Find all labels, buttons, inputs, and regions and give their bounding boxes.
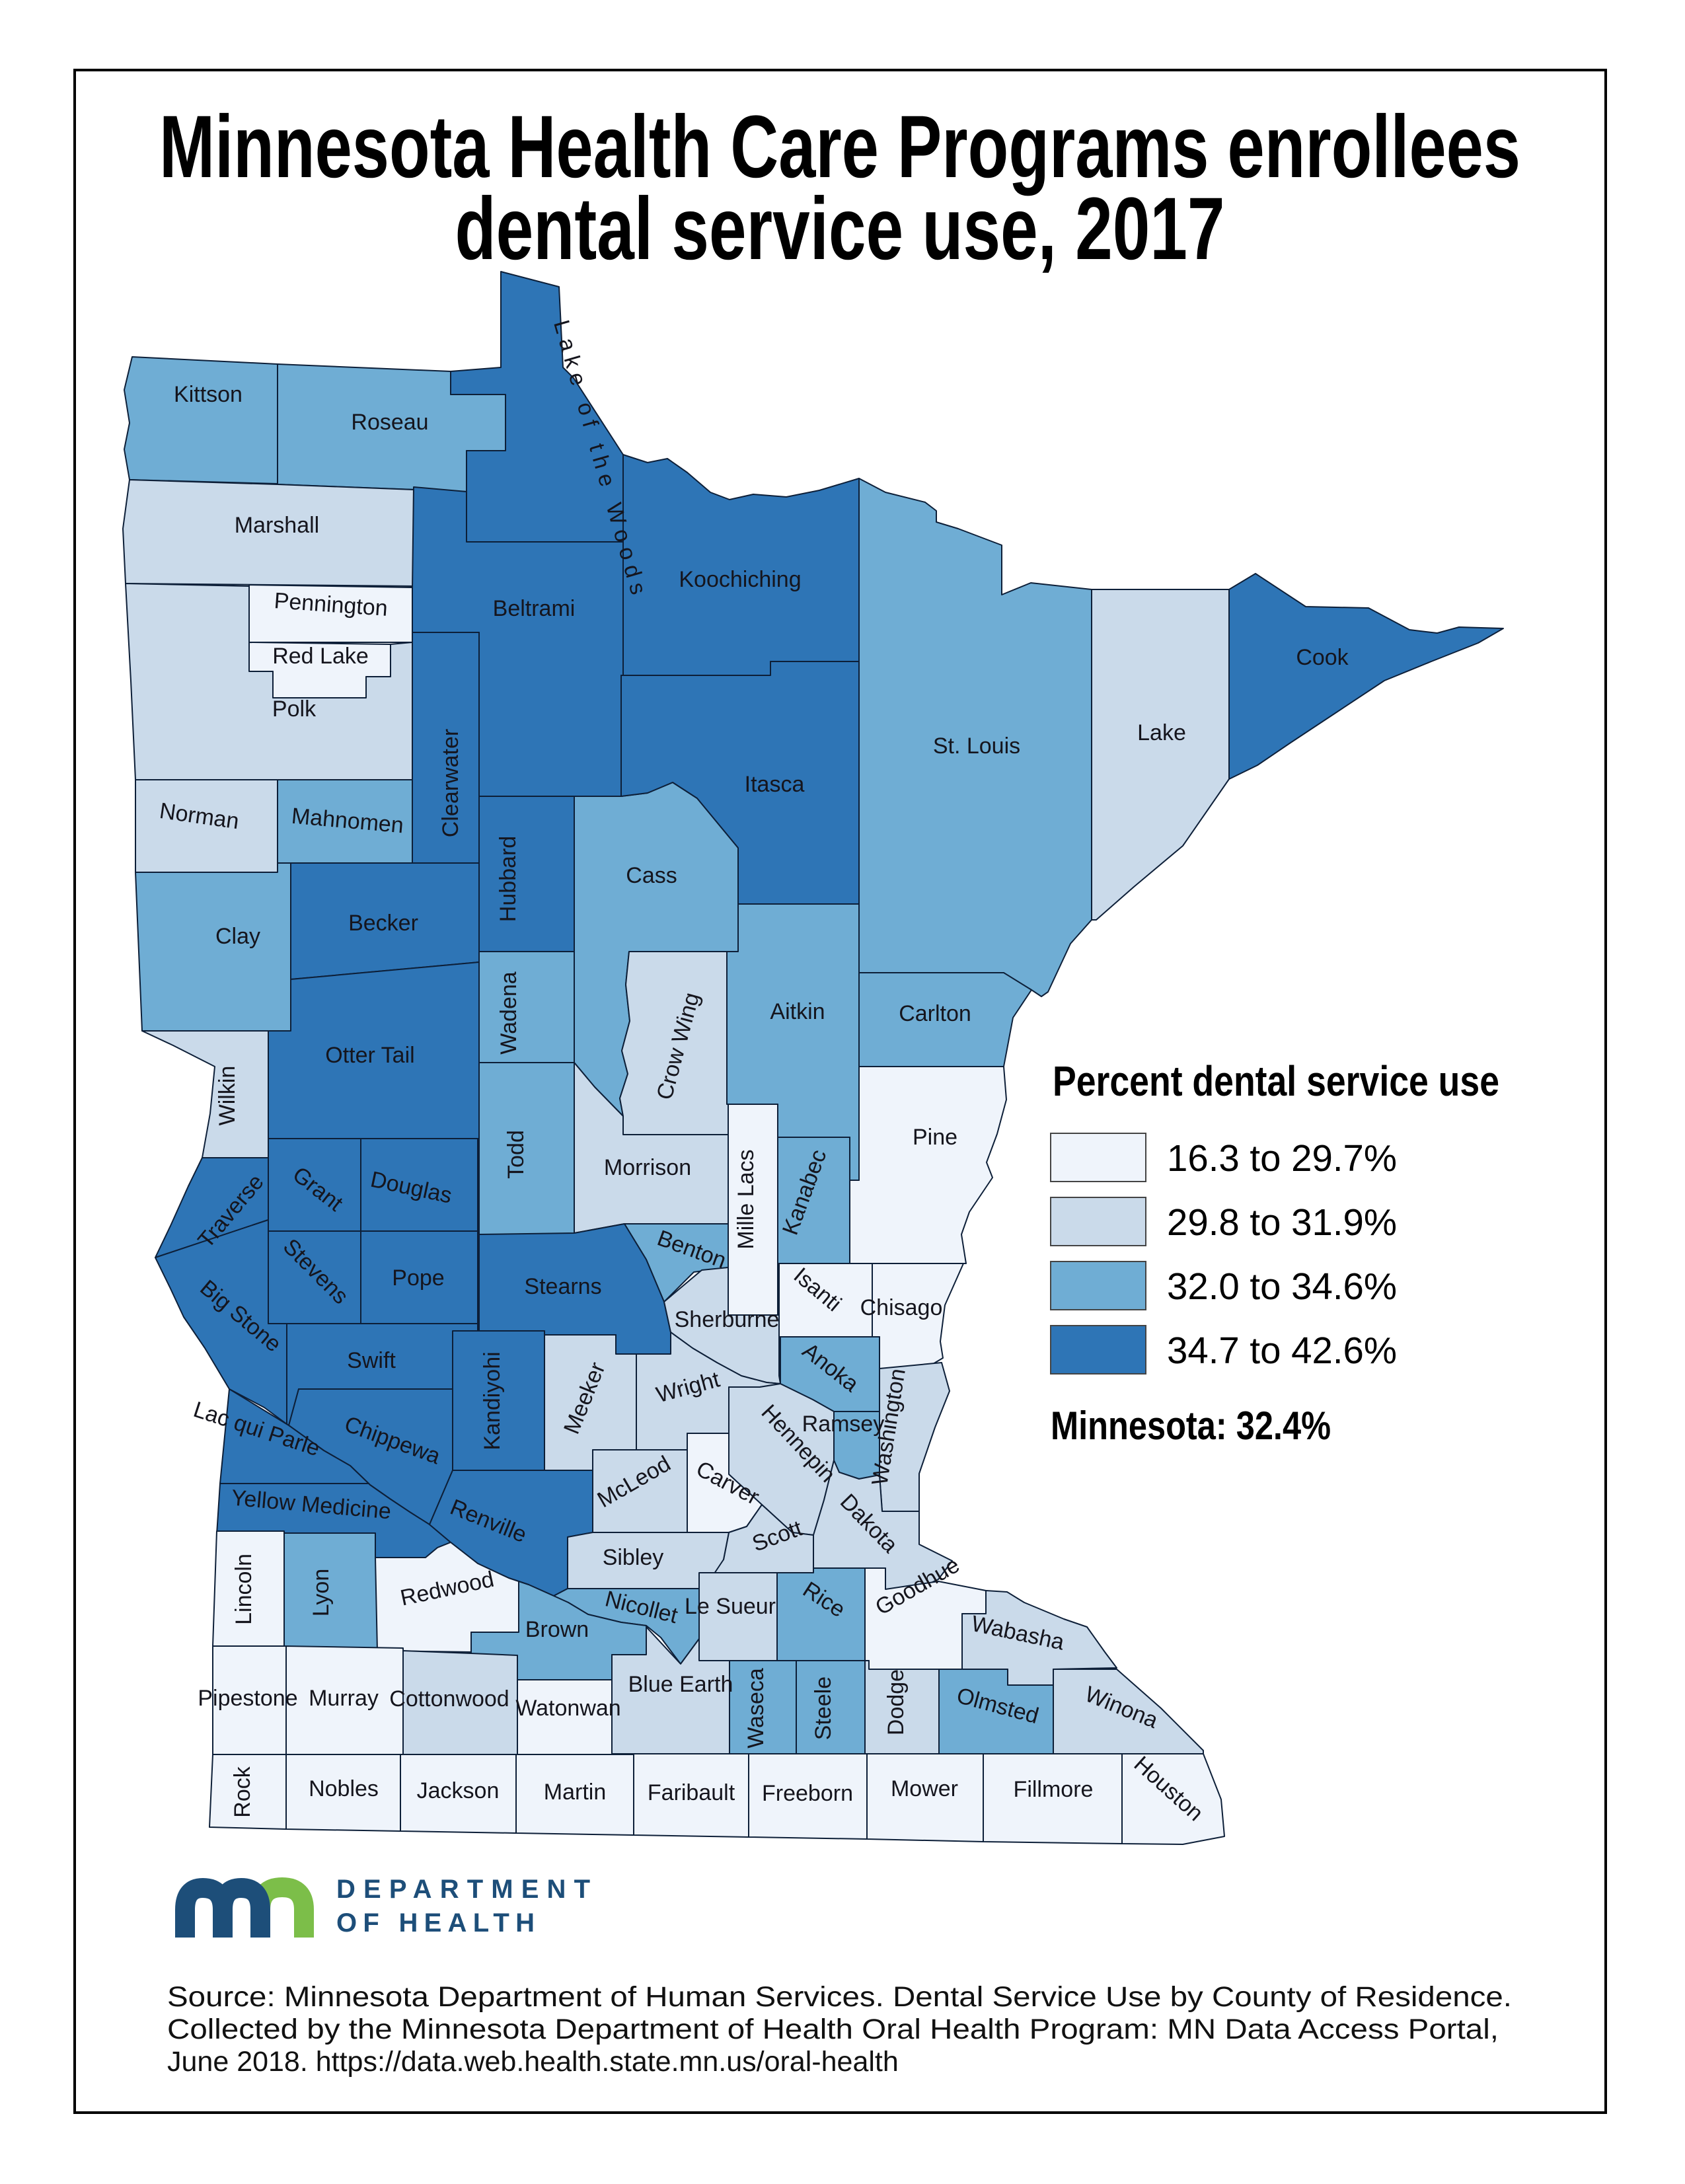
svg-text:OF HEALTH: OF HEALTH [336,1908,535,1938]
svg-text:Wadena: Wadena [496,971,521,1054]
svg-text:Fillmore: Fillmore [1014,1777,1094,1802]
svg-text:Freeborn: Freeborn [762,1781,853,1806]
svg-text:Kittson: Kittson [174,382,243,407]
svg-text:Sherburne: Sherburne [675,1307,780,1332]
svg-text:Hubbard: Hubbard [496,836,521,922]
svg-text:Jackson: Jackson [417,1778,500,1803]
svg-text:Faribault: Faribault [648,1780,735,1805]
svg-text:Lincoln: Lincoln [231,1554,256,1625]
svg-text:Otter Tail: Otter Tail [325,1043,414,1068]
svg-text:Nobles: Nobles [309,1776,379,1801]
svg-text:Waseca: Waseca [743,1668,768,1749]
svg-text:Pipestone: Pipestone [198,1686,297,1711]
svg-text:Red Lake: Red Lake [272,644,369,669]
svg-text:Kandiyohi: Kandiyohi [480,1351,505,1450]
svg-text:Pope: Pope [392,1265,444,1291]
svg-text:Dodge: Dodge [883,1669,909,1735]
svg-text:Koochiching: Koochiching [679,567,801,592]
svg-text:Minnesota: 32.4%: Minnesota: 32.4% [1051,1404,1331,1448]
svg-text:29.8 to 31.9%: 29.8 to 31.9% [1167,1201,1397,1244]
svg-text:32.0 to 34.6%: 32.0 to 34.6% [1167,1265,1397,1308]
svg-text:Rock: Rock [230,1766,255,1817]
svg-text:Polk: Polk [272,697,317,722]
svg-text:Collected by the Minnesota Dep: Collected by the Minnesota Department of… [167,2014,1499,2045]
svg-text:Lyon: Lyon [309,1569,334,1616]
svg-text:Source: Minnesota Department o: Source: Minnesota Department of Human Se… [167,1981,1512,2013]
svg-text:Watonwan: Watonwan [515,1696,620,1721]
svg-text:Minnesota Health Care Programs: Minnesota Health Care Programs enrollees [159,98,1520,196]
svg-text:Clearwater: Clearwater [438,729,463,837]
svg-text:Le Sueur: Le Sueur [685,1594,776,1619]
svg-text:Cass: Cass [626,863,677,888]
svg-text:Cottonwood: Cottonwood [389,1686,509,1712]
svg-text:June 2018. https://data.web.h: June 2018. https://data.web.health.state… [167,2046,899,2078]
svg-text:Steele: Steele [811,1676,836,1740]
svg-text:Mille Lacs: Mille Lacs [733,1149,759,1249]
svg-text:Ramsey: Ramsey [802,1412,885,1437]
svg-text:dental service use, 2017: dental service use, 2017 [455,180,1225,278]
svg-text:Roseau: Roseau [351,410,428,435]
svg-text:Murray: Murray [309,1686,379,1711]
svg-text:Brown: Brown [525,1617,589,1642]
svg-text:Sibley: Sibley [603,1545,664,1570]
svg-text:Wilkin: Wilkin [215,1066,240,1126]
svg-text:Mower: Mower [891,1776,958,1801]
svg-text:Beltrami: Beltrami [493,596,576,621]
svg-text:Todd: Todd [504,1130,529,1179]
svg-text:Martin: Martin [544,1780,606,1805]
svg-text:Stearns: Stearns [524,1274,601,1299]
svg-text:Blue Earth: Blue Earth [628,1672,733,1697]
svg-text:Lake: Lake [1137,720,1186,745]
svg-text:Chisago: Chisago [860,1295,943,1320]
svg-text:Pine: Pine [913,1125,957,1150]
svg-text:Clay: Clay [215,924,260,949]
svg-text:Morrison: Morrison [604,1155,691,1180]
svg-text:Marshall: Marshall [235,513,319,538]
svg-text:Cook: Cook [1296,645,1349,670]
svg-text:Swift: Swift [347,1348,396,1373]
svg-text:St. Louis: St. Louis [933,734,1020,759]
svg-text:Percent dental service use: Percent dental service use [1053,1057,1499,1105]
svg-text:16.3 to 29.7%: 16.3 to 29.7% [1167,1137,1397,1180]
svg-text:Becker: Becker [348,911,418,936]
svg-text:Aitkin: Aitkin [770,999,825,1024]
svg-text:Itasca: Itasca [745,772,805,797]
svg-text:Carlton: Carlton [899,1001,971,1026]
svg-text:34.7 to 42.6%: 34.7 to 42.6% [1167,1330,1397,1372]
